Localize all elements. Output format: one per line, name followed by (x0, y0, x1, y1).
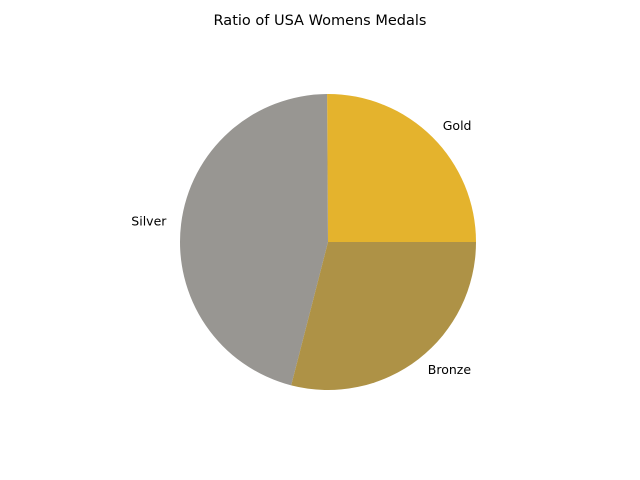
chart-title: Ratio of USA Womens Medals (213, 13, 427, 29)
slice-label-gold: Gold (443, 118, 472, 133)
pie-slice-silver (180, 94, 328, 386)
pie-slice-gold (327, 93, 476, 243)
pie-slice-bronze (291, 242, 476, 390)
slice-label-silver: Silver (131, 214, 167, 229)
slice-label-bronze: Bronze (428, 362, 472, 377)
